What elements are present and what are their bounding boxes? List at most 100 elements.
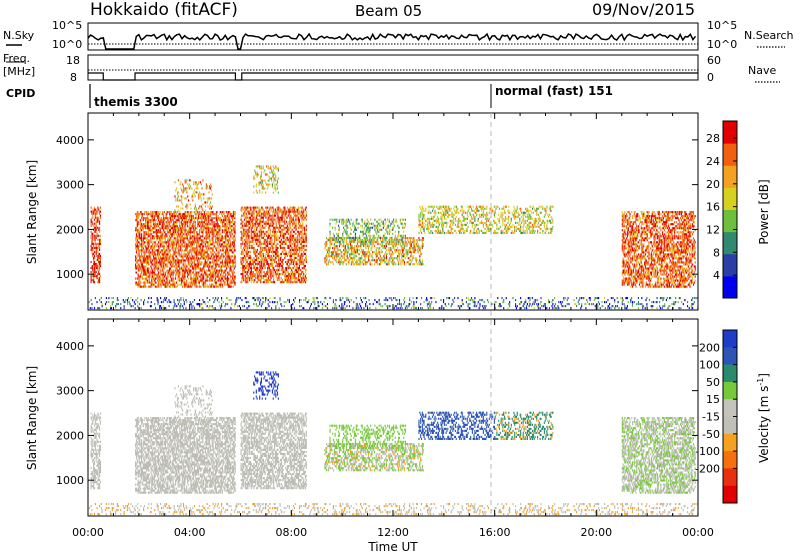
power-cell xyxy=(273,187,275,190)
power-cell xyxy=(181,235,183,238)
power-cell xyxy=(287,230,289,233)
freq-panel-frame xyxy=(87,54,699,81)
power-cell xyxy=(143,257,145,260)
power-cell xyxy=(206,231,208,234)
power-cell xyxy=(280,210,282,213)
power-cell xyxy=(226,239,229,242)
power-cell xyxy=(268,265,270,268)
power-cell xyxy=(273,238,276,241)
power-cell xyxy=(304,256,307,260)
power-cell xyxy=(141,241,143,244)
power-cell xyxy=(223,281,225,284)
power-cell xyxy=(201,221,203,224)
power-cell xyxy=(137,211,139,214)
power-cell xyxy=(135,261,138,264)
power-cell xyxy=(215,261,217,264)
power-cell xyxy=(141,263,143,266)
power-cell xyxy=(272,206,274,209)
power-cell xyxy=(224,243,226,246)
power-cell xyxy=(243,224,246,227)
power-cell xyxy=(298,232,301,235)
power-cell xyxy=(279,230,282,233)
power-cell xyxy=(264,260,266,264)
power-cell xyxy=(196,283,198,286)
power-cell xyxy=(285,250,288,253)
power-cell xyxy=(163,245,165,248)
power-cell xyxy=(173,225,175,228)
power-cell xyxy=(208,221,210,224)
power-cell xyxy=(303,244,305,247)
power-cell xyxy=(175,273,178,276)
power-cell xyxy=(93,262,95,266)
power-cell xyxy=(253,281,255,284)
power-cell xyxy=(142,285,144,288)
power-cell xyxy=(281,214,283,217)
power-cell xyxy=(215,259,217,262)
power-cell xyxy=(177,269,179,272)
power-cell xyxy=(157,275,159,278)
power-cell xyxy=(161,253,163,256)
power-cell xyxy=(226,227,228,230)
power-cell xyxy=(209,249,211,252)
power-cell xyxy=(246,279,248,282)
power-cell xyxy=(163,211,166,214)
power-cell xyxy=(282,258,284,262)
power-cell xyxy=(171,265,173,268)
power-cell xyxy=(167,219,169,222)
power-cell xyxy=(151,261,153,264)
power-cell xyxy=(255,281,258,284)
power-cell xyxy=(192,265,194,268)
power-cell xyxy=(159,237,161,240)
power-cell xyxy=(179,223,181,226)
date-title: 09/Nov/2015 xyxy=(592,0,696,19)
power-cell xyxy=(154,277,156,280)
power-cell xyxy=(267,212,269,215)
power-cell xyxy=(256,254,258,258)
power-cell xyxy=(152,269,154,272)
power-cell xyxy=(168,221,170,224)
power-cell xyxy=(279,210,282,213)
power-cell xyxy=(295,256,297,260)
power-cell xyxy=(274,226,276,229)
nsky-tick-low: 10^0 xyxy=(52,38,83,51)
power-cell xyxy=(193,229,195,232)
power-cell xyxy=(299,224,301,227)
power-cell xyxy=(304,279,306,282)
power-cell xyxy=(179,259,181,262)
power-cell xyxy=(245,220,247,223)
power-cell xyxy=(156,259,158,262)
power-cell xyxy=(290,281,292,284)
power-cell xyxy=(185,241,187,244)
power-cell xyxy=(252,238,254,241)
power-cell xyxy=(305,254,307,258)
power-cell xyxy=(256,273,258,276)
power-cell xyxy=(283,240,285,243)
power-cell xyxy=(296,262,298,266)
power-cell xyxy=(245,206,247,209)
power-cell xyxy=(209,279,212,282)
power-cell xyxy=(183,241,185,244)
power-cell xyxy=(328,255,330,258)
power-cell xyxy=(273,230,275,233)
power-cell xyxy=(196,267,198,270)
power-cell xyxy=(147,213,149,216)
power-cell xyxy=(251,220,253,223)
power-cell xyxy=(265,275,267,278)
power-cell xyxy=(249,226,251,229)
power-cell xyxy=(291,218,294,221)
power-cell xyxy=(202,225,204,228)
power-cell xyxy=(223,219,225,222)
power-cell xyxy=(203,285,205,288)
power-cell xyxy=(296,267,298,270)
power-cell xyxy=(163,219,165,222)
power-cell xyxy=(149,219,151,222)
power-cell xyxy=(167,249,169,252)
power-cell xyxy=(274,236,276,239)
power-cell xyxy=(95,220,97,223)
power-cell xyxy=(204,209,207,212)
power-cell xyxy=(256,265,258,268)
power-cell xyxy=(184,211,186,214)
power-cell xyxy=(98,281,100,284)
power-cell xyxy=(152,235,155,238)
power-cell xyxy=(92,216,94,219)
